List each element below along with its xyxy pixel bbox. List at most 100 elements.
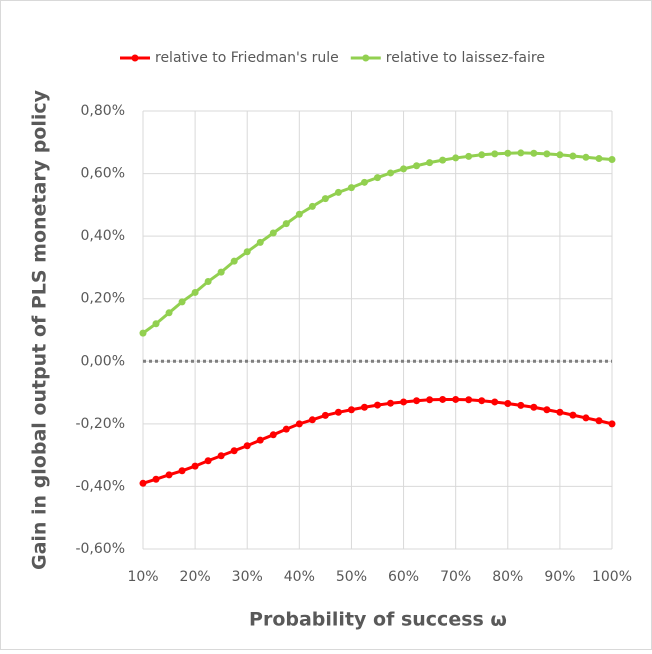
point: [165, 471, 173, 479]
point: [413, 397, 421, 405]
x-tick-label: 50%: [336, 569, 367, 585]
y-tick-label: 0,00%: [81, 353, 125, 369]
point: [256, 436, 264, 444]
x-axis-title: Probability of success ω: [249, 609, 507, 631]
point: [465, 152, 473, 160]
point: [243, 442, 251, 450]
point: [269, 229, 277, 237]
point: [595, 155, 603, 163]
y-tick-label: 0,20%: [81, 291, 125, 307]
point: [478, 151, 486, 159]
point: [230, 447, 238, 455]
point: [282, 220, 290, 228]
point: [139, 479, 147, 487]
y-tick-label: 0,80%: [81, 103, 125, 119]
point: [178, 298, 186, 306]
point: [452, 395, 460, 403]
point: [517, 149, 525, 157]
point: [608, 155, 616, 163]
point: [191, 462, 199, 470]
point: [478, 397, 486, 405]
point: [308, 202, 316, 210]
point: [556, 408, 564, 416]
point: [269, 431, 277, 439]
x-tick-label: 30%: [232, 569, 263, 585]
point: [243, 248, 251, 256]
point: [413, 162, 421, 170]
legend-marker: [362, 54, 370, 62]
point: [387, 399, 395, 407]
point: [387, 169, 395, 177]
point: [582, 414, 590, 422]
point: [400, 398, 408, 406]
point: [256, 238, 264, 246]
point: [152, 475, 160, 483]
point: [465, 396, 473, 404]
y-tick-label: -0,20%: [75, 416, 125, 432]
point: [295, 420, 303, 428]
point: [426, 396, 434, 404]
y-tick-label: 0,60%: [81, 166, 125, 182]
x-tick-label: 40%: [284, 569, 315, 585]
point: [569, 411, 577, 419]
point: [347, 184, 355, 192]
y-tick-label: 0,40%: [81, 228, 125, 244]
point: [439, 395, 447, 403]
x-tick-label: 10%: [127, 569, 158, 585]
point: [400, 165, 408, 173]
y-tick-label: -0,40%: [75, 478, 125, 494]
point: [152, 320, 160, 328]
point: [569, 152, 577, 160]
point: [321, 195, 329, 203]
point: [439, 156, 447, 164]
point: [217, 268, 225, 276]
point: [191, 288, 199, 296]
point: [491, 398, 499, 406]
point: [204, 457, 212, 465]
point: [334, 408, 342, 416]
x-tick-label: 90%: [544, 569, 575, 585]
x-tick-label: 20%: [180, 569, 211, 585]
point: [530, 403, 538, 411]
legend-label: relative to Friedman's rule: [155, 50, 339, 66]
point: [360, 178, 368, 186]
point: [556, 151, 564, 159]
point: [504, 400, 512, 408]
y-axis-title: Gain in global output of PLS monetary po…: [29, 89, 51, 570]
x-tick-label: 70%: [440, 569, 471, 585]
x-tick-label: 100%: [592, 569, 632, 585]
point: [165, 309, 173, 317]
point: [139, 329, 147, 337]
point: [452, 154, 460, 162]
point: [204, 278, 212, 286]
point: [374, 174, 381, 182]
legend-label: relative to laissez-faire: [386, 50, 545, 66]
point: [217, 452, 225, 460]
x-tick-label: 60%: [388, 569, 419, 585]
x-tick-label: 80%: [492, 569, 523, 585]
point: [543, 406, 551, 414]
point: [504, 149, 512, 157]
point: [374, 401, 381, 409]
point: [321, 411, 329, 419]
y-tick-label: -0,60%: [75, 541, 125, 557]
point: [426, 159, 434, 167]
point: [608, 420, 616, 428]
legend-marker: [131, 54, 139, 62]
point: [295, 210, 303, 218]
point: [517, 401, 525, 409]
point: [543, 150, 551, 158]
point: [334, 188, 342, 196]
point: [230, 257, 238, 265]
point: [530, 149, 538, 157]
point: [582, 153, 590, 161]
point: [491, 150, 499, 158]
point: [360, 403, 368, 411]
point: [347, 406, 355, 414]
point: [282, 425, 290, 433]
point: [595, 417, 603, 425]
point: [178, 467, 186, 475]
point: [308, 416, 316, 424]
